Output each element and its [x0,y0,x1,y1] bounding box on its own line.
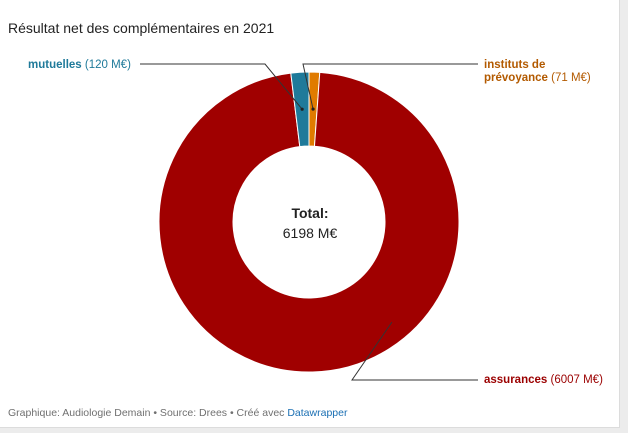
leader-mutuelles [140,63,303,110]
chart-card: Résultat net des complémentaires en 2021… [0,0,620,428]
label-mutuelles: mutuelles (120 M€) [28,59,131,71]
slice-assurances [158,71,460,373]
donut-chart [140,63,478,381]
label-assurances: assurances (6007 M€) [484,374,603,386]
leader-instituts [302,63,478,110]
chart-footer: Graphique: Audiologie Demain • Source: D… [8,407,347,419]
leader-assurances [351,321,478,381]
leader-dot-mutuelles [300,107,304,111]
leader-dot-instituts [311,107,315,111]
label-instituts: instituts de prévoyance (71 M€) [484,59,591,84]
total-value: 6198 M€ [282,225,338,241]
slice-mutuelles [290,71,310,148]
datawrapper-link[interactable]: Datawrapper [287,407,348,419]
chart-title: Résultat net des complémentaires en 2021 [8,20,275,36]
total-label: Total: [291,205,329,221]
donut-center: Total: 6198 M€ [240,205,380,241]
footer-credits: Graphique: Audiologie Demain • Source: D… [8,407,288,419]
